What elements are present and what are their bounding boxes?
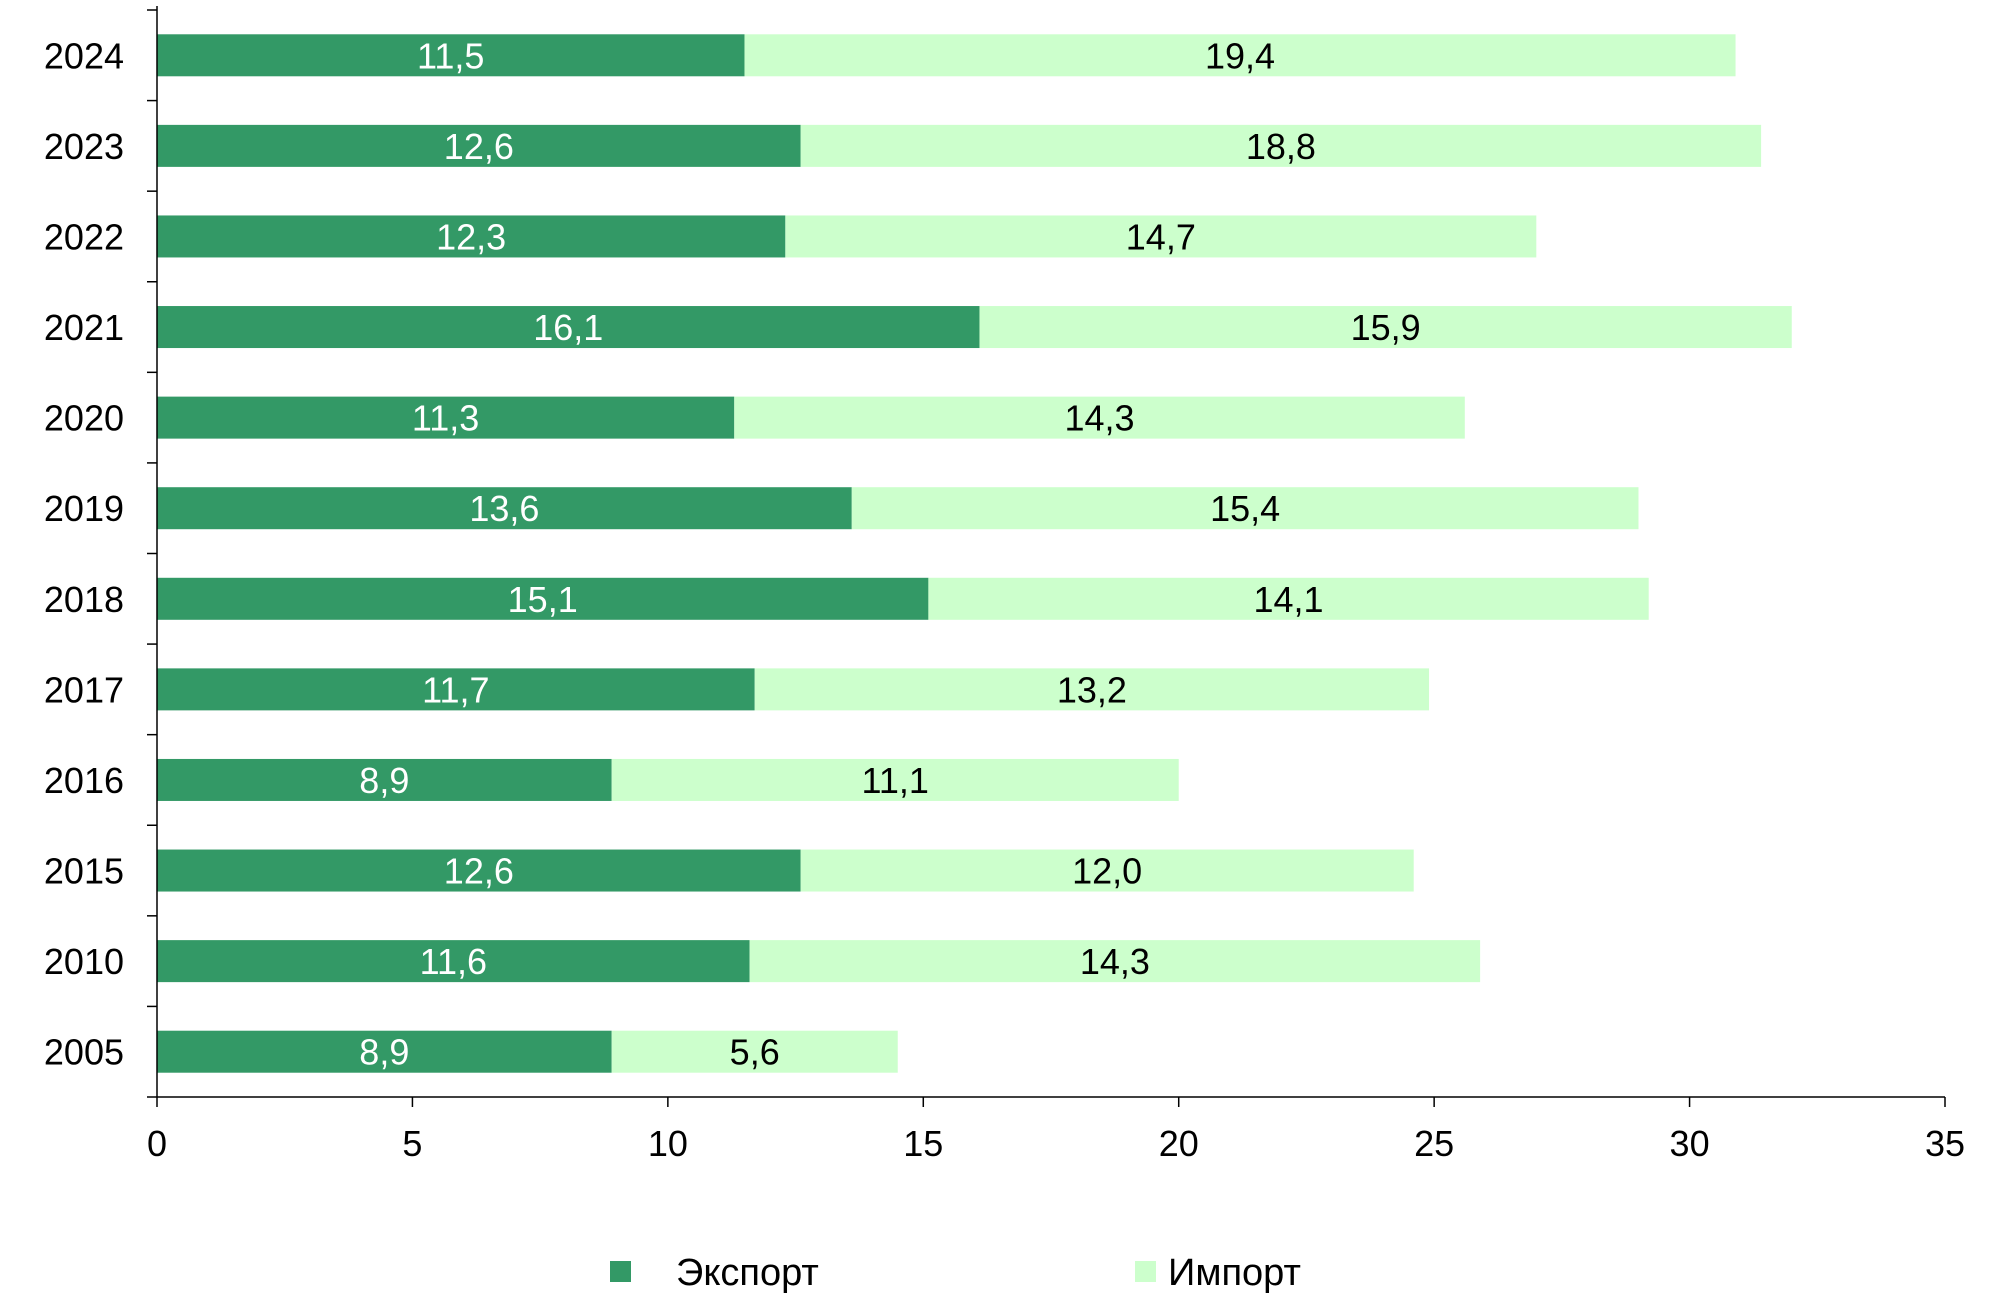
category-label-2021: 2021 xyxy=(44,307,124,348)
data-label-import-2005: 5,6 xyxy=(730,1032,780,1073)
x-tick-label-35: 35 xyxy=(1925,1123,1965,1164)
category-label-2005: 2005 xyxy=(44,1032,124,1073)
data-label-import-2017: 13,2 xyxy=(1057,669,1127,710)
x-tick-label-25: 25 xyxy=(1414,1123,1454,1164)
data-label-export-2005: 8,9 xyxy=(359,1032,409,1073)
category-label-2019: 2019 xyxy=(44,488,124,529)
bar-export-2024 xyxy=(157,34,745,77)
legend-label-export: Экспорт xyxy=(676,1252,819,1294)
data-label-export-2015: 12,6 xyxy=(444,851,514,892)
data-label-import-2020: 14,3 xyxy=(1064,398,1134,439)
data-label-export-2022: 12,3 xyxy=(436,216,506,257)
bar-export-2020 xyxy=(157,396,735,439)
bar-export-2017 xyxy=(157,668,755,711)
data-label-export-2010: 11,6 xyxy=(420,941,487,982)
category-label-2018: 2018 xyxy=(44,579,124,620)
x-tick-label-20: 20 xyxy=(1159,1123,1199,1164)
bar-export-2023 xyxy=(157,124,801,167)
x-tick-label-0: 0 xyxy=(147,1123,167,1164)
x-tick-label-15: 15 xyxy=(903,1123,943,1164)
category-label-2023: 2023 xyxy=(44,126,124,167)
bar-import-2016 xyxy=(611,758,1179,801)
category-label-2022: 2022 xyxy=(44,216,124,257)
legend: Экспорт Импорт xyxy=(610,1252,1301,1294)
legend-label-import: Импорт xyxy=(1168,1252,1301,1294)
bar-import-2010 xyxy=(749,940,1481,983)
data-label-import-2023: 18,8 xyxy=(1246,126,1316,167)
bar-import-2018 xyxy=(928,577,1649,620)
data-label-export-2020: 11,3 xyxy=(412,398,479,439)
data-label-import-2021: 15,9 xyxy=(1351,307,1421,348)
bar-import-2019 xyxy=(851,487,1639,530)
bar-export-2010 xyxy=(157,940,750,983)
category-label-2015: 2015 xyxy=(44,851,124,892)
data-label-import-2022: 14,7 xyxy=(1126,216,1196,257)
category-label-2010: 2010 xyxy=(44,941,124,982)
axes-group: 2024202320222021202020192018201720162015… xyxy=(44,6,1965,1164)
x-tick-label-10: 10 xyxy=(648,1123,688,1164)
bar-import-2020 xyxy=(734,396,1465,439)
bars-group xyxy=(157,34,1792,1073)
data-label-import-2024: 19,4 xyxy=(1205,35,1275,76)
x-tick-label-5: 5 xyxy=(402,1123,422,1164)
bar-import-2024 xyxy=(744,34,1736,77)
data-label-export-2023: 12,6 xyxy=(444,126,514,167)
bar-export-2018 xyxy=(157,577,929,620)
data-label-export-2016: 8,9 xyxy=(359,760,409,801)
data-label-import-2019: 15,4 xyxy=(1210,488,1280,529)
bar-import-2015 xyxy=(800,849,1414,892)
data-label-import-2015: 12,0 xyxy=(1072,851,1142,892)
bar-export-2005 xyxy=(157,1030,612,1073)
bar-import-2022 xyxy=(785,215,1537,258)
bar-export-2019 xyxy=(157,487,852,530)
data-label-import-2010: 14,3 xyxy=(1080,941,1150,982)
legend-swatch-export xyxy=(610,1261,631,1282)
data-label-export-2019: 13,6 xyxy=(469,488,539,529)
data-label-import-2018: 14,1 xyxy=(1254,579,1324,620)
data-label-export-2021: 16,1 xyxy=(533,307,603,348)
category-label-2016: 2016 xyxy=(44,760,124,801)
bar-import-2017 xyxy=(754,668,1430,711)
data-labels-group: 11,5 19,4 12,6 18,8 12,3 14,7 16,1 15,9 11,3 14,3… xyxy=(359,35,1420,1072)
category-label-2020: 2020 xyxy=(44,398,124,439)
bar-export-2016 xyxy=(157,758,612,801)
bar-export-2022 xyxy=(157,215,786,258)
legend-swatch-import xyxy=(1135,1261,1156,1282)
data-label-export-2017: 11,7 xyxy=(422,669,489,710)
category-label-2024: 2024 xyxy=(44,35,124,76)
data-label-export-2018: 15,1 xyxy=(508,579,578,620)
bar-import-2023 xyxy=(800,124,1762,167)
bar-import-2021 xyxy=(979,306,1792,349)
x-tick-label-30: 30 xyxy=(1670,1123,1710,1164)
bar-import-2005 xyxy=(611,1030,898,1073)
bar-export-2015 xyxy=(157,849,801,892)
data-label-import-2016: 11,1 xyxy=(861,760,928,801)
bar-export-2021 xyxy=(157,306,980,349)
data-label-export-2024: 11,5 xyxy=(417,35,484,76)
category-label-2017: 2017 xyxy=(44,669,124,710)
